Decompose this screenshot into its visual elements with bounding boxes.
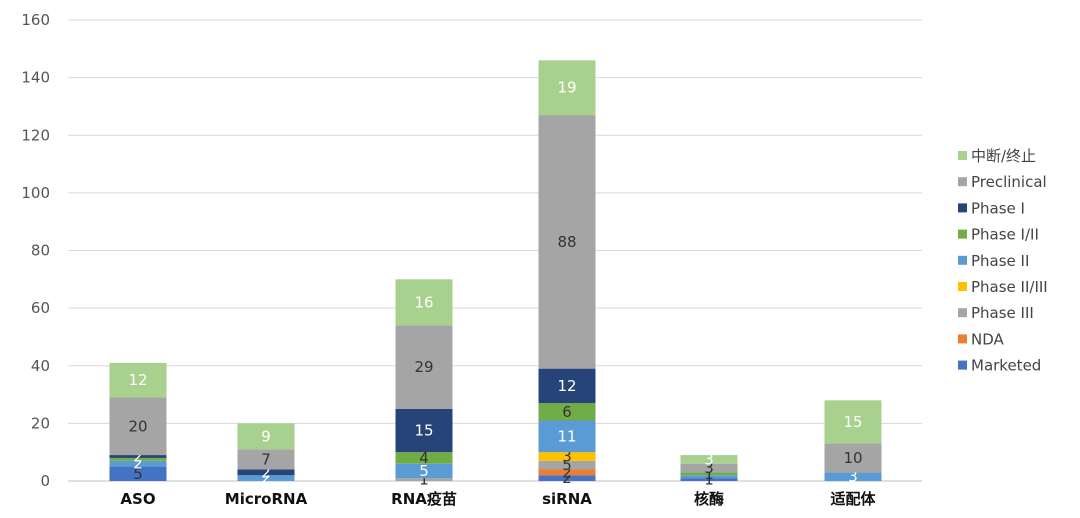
data-label: 5	[419, 462, 429, 480]
legend-swatch	[958, 203, 967, 213]
data-label: 3	[562, 448, 572, 466]
y-tick-label: 120	[21, 126, 50, 144]
data-label: 15	[414, 422, 433, 440]
bar-segment	[824, 443, 882, 473]
bar-segment	[109, 457, 167, 461]
bar-segment	[680, 463, 738, 473]
legend-swatch	[958, 334, 967, 344]
bar-segment	[395, 279, 453, 326]
bar-segment	[395, 452, 453, 464]
legend-entry: 中断/终止	[971, 147, 1036, 165]
data-label: 15	[843, 413, 862, 431]
data-label: 19	[557, 79, 576, 97]
legend-swatch	[958, 282, 967, 291]
data-label: 3	[704, 450, 714, 468]
x-category-label: RNA疫苗	[391, 490, 457, 508]
data-label: 9	[261, 427, 271, 445]
bar-segment	[824, 472, 882, 481]
legend-swatch	[958, 255, 967, 265]
data-label: 20	[128, 417, 147, 435]
bar-segment	[538, 469, 596, 476]
bar-segment	[538, 452, 596, 461]
y-tick-label: 0	[40, 472, 50, 490]
bar-segment	[538, 420, 596, 453]
data-label: 4	[419, 449, 429, 467]
legend-swatch	[958, 177, 967, 187]
x-category-label: 核酶	[694, 490, 724, 508]
bar-segment	[237, 423, 295, 450]
bar-segment	[680, 478, 738, 481]
legend-entry: Marketed	[971, 357, 1041, 375]
bar-segment	[109, 397, 167, 456]
bar-segment	[109, 466, 167, 481]
bar-segment	[109, 362, 167, 398]
data-label: 12	[557, 377, 576, 395]
y-tick-label: 140	[21, 69, 50, 87]
y-tick-label: 160	[21, 11, 50, 29]
legend-entry: Phase II	[971, 252, 1029, 270]
bar-segment	[538, 460, 596, 470]
data-label: 10	[843, 449, 862, 467]
bar-segment	[538, 115, 596, 369]
bar-segment	[237, 449, 295, 470]
data-label: 2	[261, 469, 271, 487]
x-category-label: siRNA	[542, 490, 592, 508]
bar-segment	[538, 60, 596, 116]
bar-segment	[824, 400, 882, 444]
data-label: 6	[562, 403, 572, 421]
bar-segment	[237, 469, 295, 476]
bar-segment	[680, 475, 738, 479]
legend-entry: NDA	[971, 330, 1005, 348]
bar-segment	[109, 455, 167, 458]
data-label: 29	[414, 358, 433, 376]
bar-segment	[395, 478, 453, 481]
bar-segment	[538, 403, 596, 421]
y-tick-label: 20	[31, 414, 50, 432]
data-label: 2	[261, 463, 271, 481]
bar-segment	[680, 472, 738, 476]
y-tick-label: 100	[21, 184, 50, 202]
bar-segment	[237, 475, 295, 481]
legend-entry: Preclinical	[971, 173, 1047, 191]
legend-swatch	[958, 308, 967, 318]
data-label: 1	[419, 471, 429, 489]
bar-segment	[395, 325, 453, 409]
data-label: 5	[562, 456, 572, 474]
bar-segment	[538, 475, 596, 481]
y-tick-label: 40	[31, 357, 50, 375]
data-label: 11	[557, 427, 576, 445]
bar-segment	[680, 455, 738, 464]
legend-entry: Phase I/II	[971, 226, 1039, 244]
data-label: 3	[848, 468, 858, 486]
bar-segment	[109, 460, 167, 467]
data-label: 1	[704, 465, 714, 483]
data-label: 2	[562, 463, 572, 481]
data-label: 5	[133, 465, 143, 483]
x-category-label: MicroRNA	[225, 490, 308, 508]
data-label: 16	[414, 293, 433, 311]
legend-swatch	[958, 360, 967, 370]
data-label: 1	[704, 471, 714, 489]
bar-segment	[538, 368, 596, 404]
bar-segment	[395, 463, 453, 479]
data-label: 2	[133, 455, 143, 473]
x-category-label: 适配体	[830, 490, 876, 508]
legend-entry: Phase III	[971, 304, 1034, 322]
legend-swatch	[958, 229, 967, 239]
bar-segment	[395, 408, 453, 453]
data-label: 3	[704, 459, 714, 477]
data-label: 7	[261, 450, 271, 468]
legend-entry: Phase II/III	[971, 278, 1048, 296]
y-tick-label: 80	[31, 242, 50, 260]
data-label: 88	[557, 233, 576, 251]
data-label: 2	[562, 469, 572, 487]
legend-entry: Phase I	[971, 199, 1025, 217]
legend-swatch	[958, 151, 967, 160]
data-label: 12	[128, 371, 147, 389]
x-category-label: ASO	[120, 490, 155, 508]
data-label: 2	[133, 448, 143, 466]
y-tick-label: 60	[31, 299, 50, 317]
